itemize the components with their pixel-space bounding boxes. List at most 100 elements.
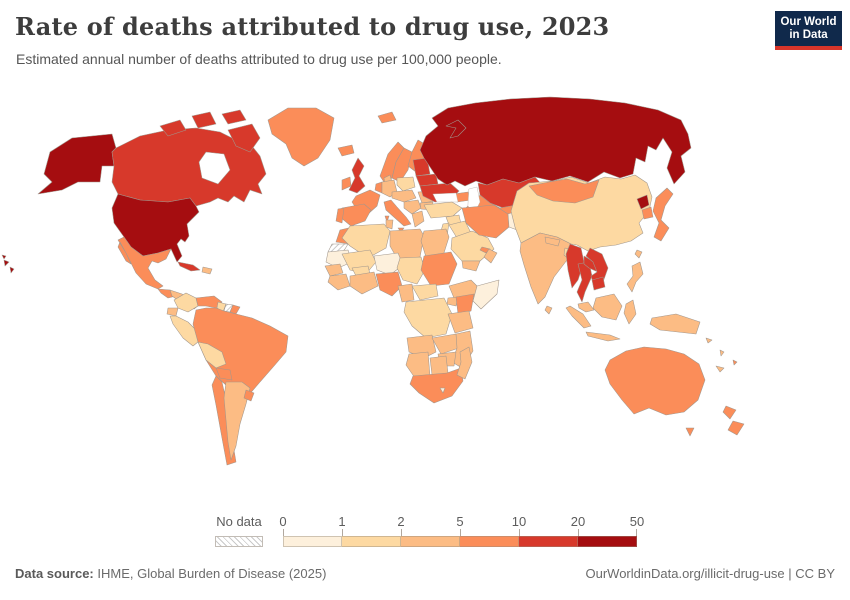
country-india[interactable]	[519, 232, 572, 305]
country-bolivia[interactable]	[197, 341, 227, 369]
credit-link[interactable]: OurWorldinData.org/illicit-drug-use | CC…	[585, 566, 836, 581]
country-hawaii-us[interactable]	[1, 254, 15, 274]
country-yemen[interactable]	[461, 260, 481, 272]
country-nepal[interactable]	[544, 236, 561, 247]
country-new-zealand[interactable]	[722, 405, 745, 436]
country-nigeria[interactable]	[375, 271, 403, 297]
chart-footer: Data source: IHME, Global Burden of Dise…	[15, 566, 835, 581]
country-algeria[interactable]	[341, 223, 391, 259]
country-greece[interactable]	[411, 210, 425, 228]
country-angola[interactable]	[406, 334, 437, 359]
country-borneo[interactable]	[592, 293, 623, 321]
country-south-korea[interactable]	[641, 206, 654, 220]
country-lesotho[interactable]	[439, 387, 446, 394]
country-botswana[interactable]	[429, 355, 449, 376]
country-sri-lanka[interactable]	[544, 305, 553, 315]
country-dr-congo[interactable]	[403, 297, 453, 339]
country-greenland[interactable]	[267, 107, 335, 167]
country-baltic-states[interactable]	[412, 157, 431, 177]
country-guinea-group[interactable]	[327, 273, 351, 291]
legend-color-scale	[283, 536, 637, 547]
legend-bucket-20-50[interactable]	[578, 536, 637, 547]
legend-tick	[460, 529, 461, 536]
country-uruguay[interactable]	[243, 389, 255, 402]
country-ireland[interactable]	[341, 176, 352, 191]
legend-tick	[283, 529, 284, 536]
country-australia[interactable]	[604, 346, 706, 437]
country-canada-arctic-islands[interactable]	[159, 109, 247, 137]
country-belarus[interactable]	[415, 173, 439, 187]
no-data-swatch[interactable]	[215, 536, 263, 547]
country-balkans[interactable]	[403, 199, 422, 215]
legend-bucket-10-20[interactable]	[519, 536, 578, 547]
legend-tick-label: 0	[279, 514, 287, 529]
country-peru[interactable]	[169, 315, 199, 347]
country-chad[interactable]	[396, 256, 426, 285]
legend-bucket-0-1[interactable]	[283, 536, 342, 547]
country-malaysia[interactable]	[577, 301, 595, 313]
country-indonesia-java[interactable]	[585, 331, 621, 342]
country-united-kingdom[interactable]	[348, 157, 366, 194]
country-guatemala[interactable]	[157, 288, 177, 299]
country-vanuatu[interactable]	[719, 349, 725, 357]
country-solomon-islands[interactable]	[705, 337, 713, 344]
country-poland[interactable]	[396, 176, 416, 192]
country-madagascar[interactable]	[456, 346, 473, 380]
country-fiji[interactable]	[732, 359, 738, 366]
country-south-africa[interactable]	[409, 367, 464, 404]
country-ghana-ivory-coast[interactable]	[349, 271, 379, 295]
country-indonesia-sumatra[interactable]	[565, 305, 592, 329]
country-argentina[interactable]	[223, 381, 251, 461]
country-brazil[interactable]	[192, 307, 289, 409]
country-russia[interactable]	[419, 96, 692, 187]
country-portugal[interactable]	[335, 207, 345, 224]
country-spain[interactable]	[339, 203, 372, 227]
country-new-caledonia[interactable]	[715, 365, 725, 373]
legend-tick-label: 1	[338, 514, 346, 529]
country-tunisia[interactable]	[385, 219, 394, 230]
country-niger[interactable]	[373, 252, 404, 276]
country-alaska-us[interactable]	[37, 133, 117, 195]
world-map	[1, 96, 745, 466]
country-oman[interactable]	[483, 248, 498, 264]
country-zambia[interactable]	[431, 333, 460, 355]
owid-logo[interactable]: Our World in Data	[775, 11, 842, 50]
country-czechia-hungary[interactable]	[391, 189, 417, 203]
country-namibia[interactable]	[405, 351, 431, 379]
country-sweden[interactable]	[391, 147, 413, 183]
country-iran[interactable]	[461, 204, 510, 239]
country-paraguay[interactable]	[215, 367, 233, 381]
country-philippines[interactable]	[626, 261, 644, 293]
legend-bucket-2-5[interactable]	[401, 536, 460, 547]
country-central-african-republic[interactable]	[411, 283, 439, 301]
country-uganda[interactable]	[446, 296, 459, 307]
country-tanzania[interactable]	[447, 310, 474, 334]
legend-bucket-5-10[interactable]	[460, 536, 519, 547]
country-mongolia[interactable]	[528, 178, 600, 204]
country-north-korea[interactable]	[636, 194, 650, 210]
territory-svalbard[interactable]	[377, 111, 397, 124]
country-taiwan[interactable]	[634, 249, 643, 259]
owid-logo-line1: Our World	[780, 15, 837, 28]
country-sudan[interactable]	[420, 251, 458, 287]
country-senegal[interactable]	[324, 263, 344, 277]
country-new-guinea[interactable]	[649, 313, 701, 335]
country-cambodia[interactable]	[591, 276, 606, 291]
country-mexico[interactable]	[117, 236, 172, 290]
legend-bucket-1-2[interactable]	[342, 536, 401, 547]
country-myanmar[interactable]	[565, 243, 585, 289]
country-benelux[interactable]	[374, 181, 383, 194]
country-somalia[interactable]	[472, 279, 500, 310]
country-iceland[interactable]	[337, 144, 355, 157]
country-turkey[interactable]	[423, 201, 463, 219]
country-ecuador[interactable]	[166, 307, 179, 317]
country-cameroon[interactable]	[397, 283, 415, 303]
country-japan[interactable]	[652, 187, 674, 242]
country-kenya[interactable]	[455, 293, 475, 315]
country-indonesia-sulawesi[interactable]	[623, 299, 637, 325]
country-cuba[interactable]	[177, 261, 201, 272]
country-canada-baffin[interactable]	[227, 123, 261, 153]
country-hispaniola[interactable]	[201, 266, 213, 275]
country-russia-novaya-zemlya[interactable]	[445, 119, 467, 139]
legend-tick	[342, 529, 343, 536]
